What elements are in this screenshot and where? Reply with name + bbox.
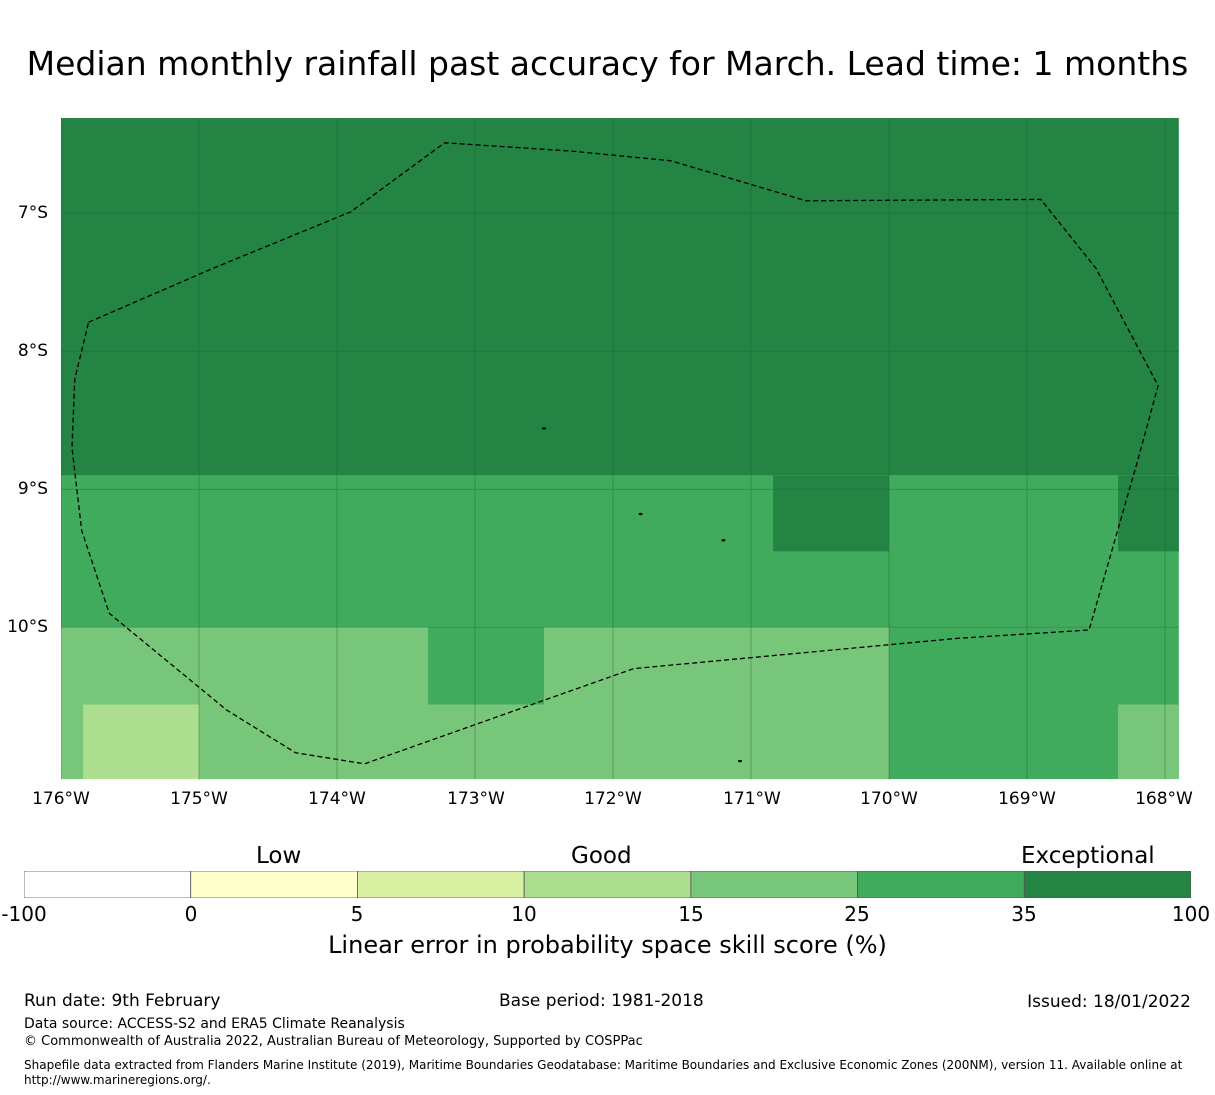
lon-label-174w: 174°W bbox=[308, 789, 366, 809]
skill-grid-cell bbox=[773, 475, 889, 552]
colorbar-tick: 5 bbox=[350, 902, 364, 926]
map-title: Median monthly rainfall past accuracy fo… bbox=[26, 44, 1189, 83]
skill-grid-cell bbox=[83, 704, 199, 780]
lon-label-175w: 175°W bbox=[170, 789, 228, 809]
island-outline bbox=[638, 512, 643, 516]
colorbar-segment bbox=[357, 871, 525, 898]
skill-grid-cell bbox=[1118, 704, 1179, 780]
lon-label-168w: 168°W bbox=[1135, 789, 1193, 809]
colorbar-segment bbox=[690, 871, 858, 898]
island-outline bbox=[737, 759, 742, 763]
colorbar-label: Linear error in probability space skill … bbox=[328, 931, 887, 959]
lon-label-173w: 173°W bbox=[447, 789, 505, 809]
colorbar-segment bbox=[857, 871, 1025, 898]
shapefile-url: http://www.marineregions.org/. bbox=[24, 1073, 211, 1087]
lon-label-176w: 176°W bbox=[32, 789, 90, 809]
skill-grid-cell bbox=[61, 475, 1179, 628]
skill-grid-cell bbox=[428, 627, 544, 705]
lon-label-169w: 169°W bbox=[998, 789, 1056, 809]
issued-date: Issued: 18/01/2022 bbox=[1027, 992, 1191, 1012]
colorbar-segment bbox=[523, 871, 692, 898]
island-outline bbox=[721, 539, 726, 542]
skill-grid-cell bbox=[61, 118, 1179, 476]
eez-boundary bbox=[71, 142, 1159, 765]
lon-label-171w: 171°W bbox=[723, 789, 781, 809]
lat-label-8s: 8°S bbox=[17, 341, 48, 361]
colorbar-tick: 25 bbox=[844, 902, 870, 926]
lat-label-9s: 9°S bbox=[17, 479, 48, 499]
colorbar-segment bbox=[190, 871, 358, 898]
colorbar-tick: 15 bbox=[678, 902, 704, 926]
island-outline bbox=[542, 427, 546, 430]
shapefile-credit: Shapefile data extracted from Flanders M… bbox=[24, 1058, 1183, 1072]
lon-label-172w: 172°W bbox=[584, 789, 642, 809]
run-date: Run date: 9th February bbox=[24, 991, 221, 1011]
data-source: Data source: ACCESS-S2 and ERA5 Climate … bbox=[24, 1016, 405, 1032]
base-period: Base period: 1981-2018 bbox=[499, 991, 704, 1011]
band-label-low: Low bbox=[256, 843, 302, 869]
colorbar-tick: -100 bbox=[1, 902, 47, 926]
colorbar-segment bbox=[1023, 871, 1191, 898]
lat-label-10s: 10°S bbox=[7, 617, 48, 637]
lat-label-7s: 7°S bbox=[17, 203, 48, 223]
colorbar-tick: 10 bbox=[511, 902, 537, 926]
colorbar-tick: 100 bbox=[1171, 902, 1211, 926]
lon-label-170w: 170°W bbox=[860, 789, 918, 809]
skill-score-map bbox=[61, 118, 1179, 780]
colorbar-tick: 35 bbox=[1011, 902, 1037, 926]
colorbar bbox=[24, 871, 1191, 898]
band-label-good: Good bbox=[571, 843, 632, 869]
skill-grid-cell bbox=[1118, 475, 1179, 552]
copyright: © Commonwealth of Australia 2022, Austra… bbox=[24, 1034, 643, 1049]
colorbar-tick: 0 bbox=[184, 902, 198, 926]
band-label-exceptional: Exceptional bbox=[1021, 843, 1155, 869]
colorbar-segment bbox=[24, 871, 192, 898]
